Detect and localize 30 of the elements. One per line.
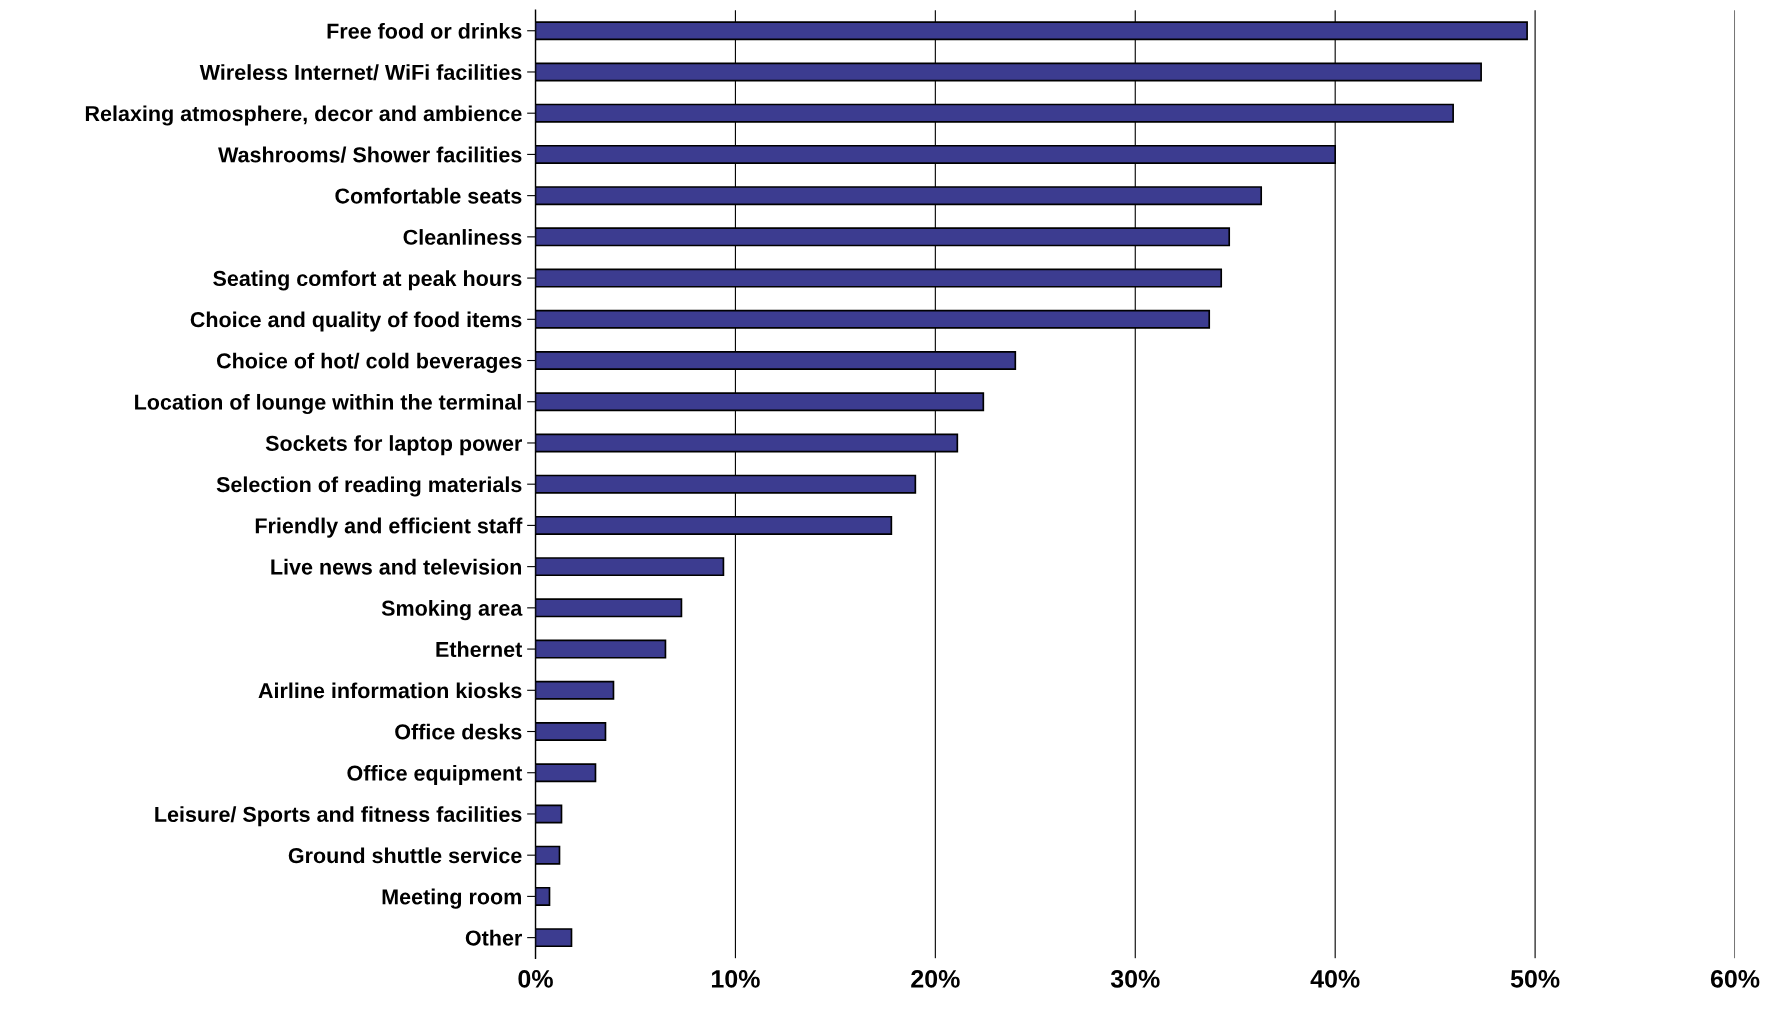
y-tick-label: Smoking area — [381, 600, 523, 621]
y-tick-label: Sockets for laptop power — [265, 435, 522, 456]
x-tick-label: 60% — [1710, 970, 1760, 988]
y-tick-label: Comfortable seats — [335, 187, 522, 204]
x-tick-label: 0% — [518, 970, 553, 988]
y-tick-label: Selection of reading materials — [216, 476, 522, 497]
y-tick-label: Other — [465, 929, 522, 946]
y-tick-label: Office equipment — [347, 764, 523, 785]
y-tick-label: Choice of hot/ cold beverages — [216, 352, 522, 373]
y-tick-label: Airline information kiosks — [258, 682, 522, 699]
y-tick-label: Ground shuttle service — [288, 847, 522, 864]
y-tick-label: Ethernet — [436, 641, 523, 658]
y-tick-label: Meeting room — [382, 888, 521, 909]
y-tick-label: Free food or drinks — [327, 22, 522, 39]
y-tick-label: Seating comfort at peak hours — [213, 270, 522, 291]
y-tick-label: Location of lounge within the terminal — [135, 393, 521, 415]
x-tick-label: 20% — [911, 970, 960, 988]
x-tick-label: 10% — [711, 970, 760, 988]
x-tick-label: 50% — [1510, 970, 1560, 988]
y-tick-label: Choice and quality of food items — [190, 311, 522, 332]
y-tick-label: Leisure/ Sports and fitness facilities — [155, 806, 522, 827]
x-tick-label: 40% — [1310, 970, 1360, 988]
y-tick-label: Office desks — [395, 723, 522, 740]
y-tick-label: Washrooms/ Shower facilities — [218, 146, 522, 163]
x-tick-label: 30% — [1110, 970, 1160, 988]
y-tick-label: Wireless Internet/ WiFi facilities — [199, 64, 522, 81]
y-tick-label: Relaxing atmosphere, decor and ambience — [85, 105, 522, 126]
y-tick-label: Friendly and efficient staff — [255, 517, 523, 538]
y-tick-label: Cleanliness — [403, 229, 522, 245]
y-tick-label: Live news and television — [271, 558, 521, 575]
